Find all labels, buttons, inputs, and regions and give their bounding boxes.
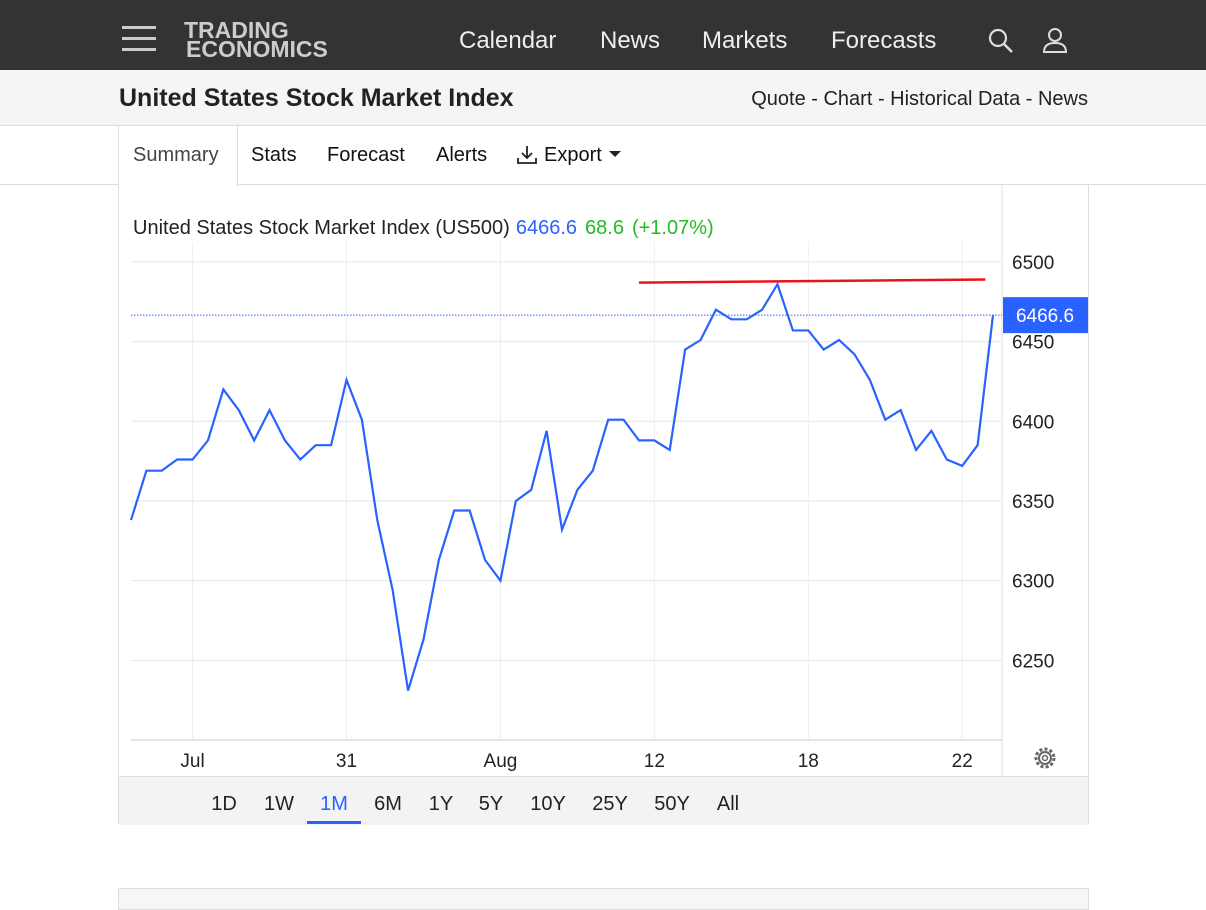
page-header: United States Stock Market Index Quote -…	[0, 70, 1206, 126]
x-tick-label: 12	[644, 751, 665, 772]
range-underline	[307, 821, 361, 824]
dropdown-caret	[609, 151, 621, 157]
y-tick-label: 6450	[1012, 333, 1054, 354]
y-tick-label: 6300	[1012, 572, 1054, 593]
quote-value: 68.6	[585, 217, 624, 239]
page-title: United States Stock Market Index	[119, 84, 514, 112]
range-button[interactable]: All	[716, 793, 740, 815]
x-tick-label: 18	[798, 751, 819, 772]
x-tick-label: 22	[952, 751, 973, 772]
range-button[interactable]: 10Y	[530, 793, 566, 815]
divider	[0, 184, 1206, 185]
range-button[interactable]: 50Y	[654, 793, 690, 815]
menu-icon[interactable]	[122, 26, 156, 52]
nav-link[interactable]: News	[600, 27, 661, 54]
x-tick-label: Jul	[180, 751, 204, 772]
tab[interactable]: Export	[544, 144, 602, 166]
settings-icon[interactable]	[1031, 744, 1059, 772]
nav-link[interactable]: Forecasts	[831, 27, 937, 54]
range-button[interactable]: 1W	[264, 793, 294, 815]
tab[interactable]: Alerts	[436, 144, 488, 166]
last-price-tag	[1003, 297, 1088, 334]
tab[interactable]: Stats	[251, 144, 297, 166]
y-tick-label: 6400	[1012, 412, 1054, 433]
y-tick-label: 6500	[1012, 253, 1054, 274]
export-icon[interactable]	[516, 144, 540, 166]
y-tick-label: 6350	[1012, 492, 1054, 513]
range-button[interactable]: 1D	[211, 793, 237, 815]
logo[interactable]: ECONOMICS	[186, 36, 328, 62]
navbar: TRADING ECONOMICS Calendar News Markets …	[0, 0, 1206, 70]
tab[interactable]: Forecast	[327, 144, 405, 166]
last-price-label: 6466.6	[1016, 306, 1074, 327]
nav-link[interactable]: Markets	[702, 27, 788, 54]
range-button[interactable]: 5Y	[478, 793, 504, 815]
range-bar	[119, 776, 1088, 825]
quote-value: 6466.6	[516, 217, 577, 239]
x-tick-label: Aug	[484, 751, 518, 772]
user-icon[interactable]	[1041, 26, 1069, 54]
price-line	[129, 281, 995, 691]
logo[interactable]: TRADING	[184, 17, 289, 43]
active-tab	[118, 125, 238, 187]
x-tick-label: 31	[336, 751, 357, 772]
search-icon[interactable]	[987, 27, 1015, 55]
y-tick-label: 6250	[1012, 651, 1054, 672]
quote-value: (+1.07%)	[632, 217, 714, 239]
range-button[interactable]: 1M	[320, 793, 348, 815]
nav-link[interactable]: Calendar	[459, 27, 557, 54]
trend-line	[638, 278, 986, 284]
range-button[interactable]: 1Y	[428, 793, 454, 815]
range-button[interactable]: 6M	[374, 793, 402, 815]
tab[interactable]: Summary	[133, 144, 219, 166]
header-links[interactable]: Quote - Chart - Historical Data - News	[751, 88, 1088, 110]
range-button[interactable]: 25Y	[592, 793, 628, 815]
chart-title: United States Stock Market Index (US500)	[133, 217, 510, 239]
